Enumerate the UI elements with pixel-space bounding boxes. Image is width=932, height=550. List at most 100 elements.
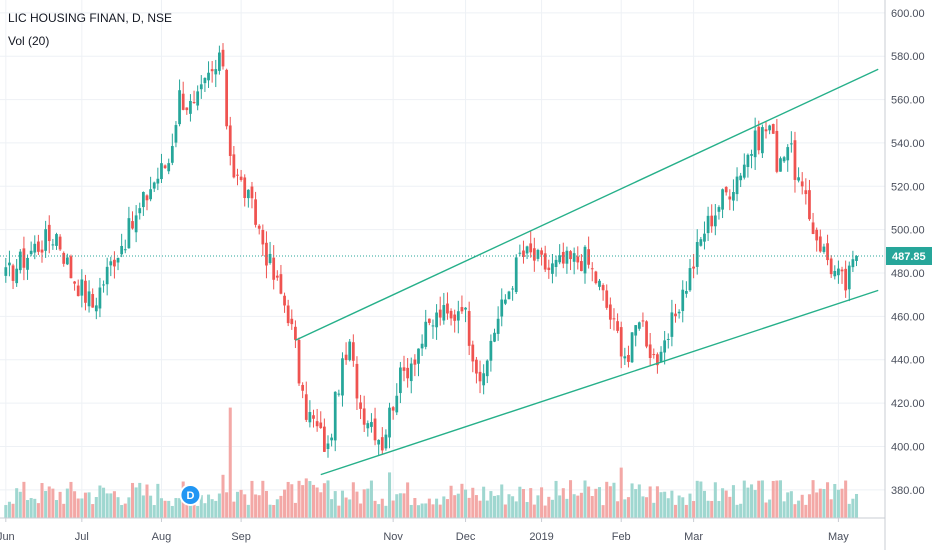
volume-bar [623, 499, 627, 518]
candle [670, 299, 674, 347]
volume-bar [235, 491, 240, 518]
candle-body [391, 407, 395, 411]
dividend-marker-circle [179, 484, 202, 506]
candle-body [684, 291, 688, 294]
volume-bar [344, 497, 348, 518]
candle [808, 179, 811, 221]
candle-body [851, 259, 855, 268]
volume-bar [500, 484, 504, 518]
candle-body [196, 91, 200, 106]
candle [232, 146, 236, 179]
candle-body [558, 255, 562, 263]
candle [228, 116, 232, 166]
candle-body [11, 265, 15, 281]
volume-bar [18, 491, 22, 518]
candle-body [536, 250, 540, 259]
x-tick-label: Nov [383, 531, 403, 543]
candle [167, 158, 171, 175]
candle [547, 259, 551, 279]
candle-body [482, 373, 486, 386]
candle [735, 167, 739, 202]
volume-bar [550, 499, 554, 518]
candle-body [518, 252, 522, 254]
volume-bar [167, 500, 171, 518]
candle-body [399, 367, 402, 394]
volume-bar [36, 503, 40, 518]
candle-body [590, 268, 594, 270]
candle [265, 231, 268, 279]
candle [98, 277, 102, 318]
candle [348, 338, 352, 362]
candle-body [44, 229, 48, 251]
candle-body [246, 189, 250, 199]
candle [623, 347, 627, 365]
candle [29, 241, 33, 257]
candle [322, 418, 326, 453]
candle [102, 280, 105, 293]
volume-bar [91, 504, 95, 518]
candle-body [344, 354, 348, 361]
candle-body [507, 291, 511, 300]
candle [536, 248, 540, 262]
candle [634, 325, 638, 347]
candle-body [427, 318, 431, 323]
candle-body [406, 367, 410, 379]
volume-bar [525, 502, 529, 518]
candle [406, 358, 410, 388]
volume-bar [290, 484, 294, 518]
candle [8, 250, 11, 277]
candle-body [221, 49, 225, 67]
candle-body [373, 418, 377, 441]
candle [851, 250, 855, 272]
candle-body [65, 257, 69, 265]
candle-body [174, 125, 178, 143]
candle [69, 254, 73, 279]
candle [246, 189, 250, 208]
candle [732, 179, 735, 211]
volume-bar [54, 500, 59, 518]
volume-bar [836, 489, 840, 518]
candle [44, 220, 48, 258]
volume-bar [340, 490, 344, 518]
candle [619, 321, 623, 369]
volume-bar [681, 497, 685, 518]
volume-bar [62, 503, 66, 518]
candle-body [800, 181, 804, 187]
candle [460, 295, 464, 314]
volume-bar [529, 488, 533, 518]
candle-body [384, 434, 388, 449]
volume-bar [489, 491, 493, 518]
candle [91, 288, 95, 308]
candle-body [105, 266, 109, 285]
volume-bar [388, 472, 392, 518]
volume-bar [764, 502, 768, 518]
candle [724, 186, 728, 196]
volume-bar [597, 487, 602, 518]
volume-bar [362, 489, 366, 518]
candle-body [413, 359, 417, 365]
candle [279, 264, 283, 295]
candle-body [775, 130, 779, 172]
volume-bar [670, 490, 674, 518]
candle [80, 269, 84, 308]
volume-bar [214, 500, 218, 518]
candle-body [619, 327, 623, 357]
candle-body [362, 408, 366, 425]
volume-bar [467, 497, 471, 518]
candle [797, 167, 800, 183]
dividend-marker[interactable]: D [179, 484, 202, 506]
volume-bar [416, 505, 421, 518]
candle-body [149, 189, 152, 200]
candle-body [279, 274, 283, 294]
x-tick-label: Feb [612, 531, 631, 543]
candle [543, 245, 547, 272]
candle-body [225, 69, 229, 127]
candle [818, 229, 822, 253]
candle-body [688, 268, 692, 291]
volume-bar [87, 492, 91, 518]
candle-body [855, 255, 858, 261]
candle [569, 250, 572, 271]
candle-body [837, 268, 840, 276]
volume-bar [221, 474, 225, 518]
